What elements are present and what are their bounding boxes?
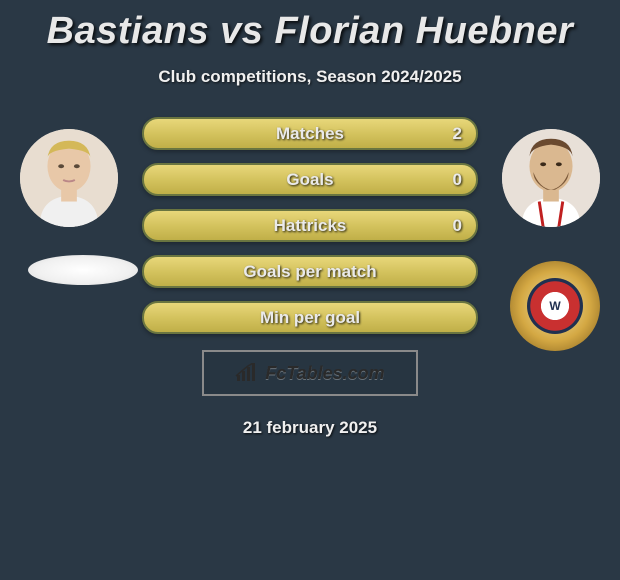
stat-value-right: 0	[453, 216, 462, 236]
club-left-badge	[28, 255, 138, 285]
stat-value-right: 2	[453, 124, 462, 144]
stat-bar-min-per-goal: Min per goal	[142, 301, 478, 334]
stat-label: Goals	[286, 170, 333, 190]
date-text: 21 february 2025	[8, 418, 612, 438]
stat-label: Min per goal	[260, 308, 360, 328]
page-subtitle: Club competitions, Season 2024/2025	[8, 67, 612, 87]
bar-chart-icon	[235, 363, 259, 383]
avatar-placeholder-icon	[20, 129, 118, 227]
stat-bar-goals: Goals 0	[142, 163, 478, 196]
player-right-avatar	[502, 129, 600, 227]
page-title: Bastians vs Florian Huebner	[8, 10, 612, 53]
avatar-placeholder-icon	[502, 129, 600, 227]
stat-label: Matches	[276, 124, 344, 144]
stat-bar-hattricks: Hattricks 0	[142, 209, 478, 242]
stat-value-right: 0	[453, 170, 462, 190]
stats-column: Matches 2 Goals 0 Hattricks 0 Goals per …	[142, 117, 478, 334]
stat-bar-matches: Matches 2	[142, 117, 478, 150]
player-left-avatar	[20, 129, 118, 227]
club-right-badge-inner: W	[527, 278, 583, 334]
comparison-area: W Matches 2 Goals 0 Hattricks 0 Goals pe…	[8, 117, 612, 438]
watermark: FcTables.com	[202, 350, 418, 396]
stat-label: Goals per match	[243, 262, 376, 282]
stat-label: Hattricks	[274, 216, 347, 236]
club-right-badge: W	[510, 261, 600, 351]
watermark-text: FcTables.com	[265, 363, 384, 384]
stat-bar-goals-per-match: Goals per match	[142, 255, 478, 288]
